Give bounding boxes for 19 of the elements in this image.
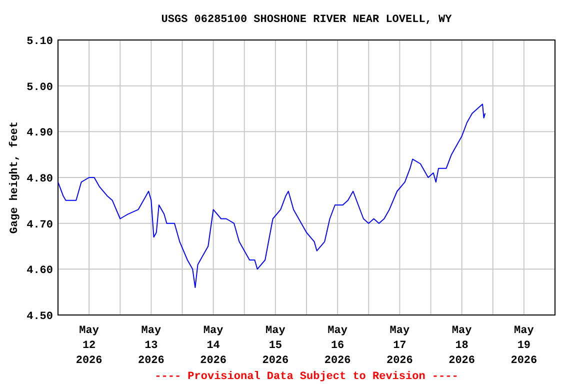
x-tick-label: May 17 2026: [386, 325, 413, 367]
y-tick-label: 4.50: [26, 311, 53, 323]
x-tick-label: May 14 2026: [200, 325, 227, 367]
x-tick-label: May 13 2026: [138, 325, 164, 367]
x-tick-label: May 12 2026: [76, 325, 102, 367]
x-tick-label: May 16 2026: [324, 325, 351, 367]
y-tick-label: 4.70: [26, 219, 53, 232]
x-tick-label: May 19 2026: [510, 325, 538, 367]
y-tick-label: 5.10: [26, 36, 53, 48]
x-tick-label: May 15 2026: [262, 325, 289, 367]
y-tick-label: 4.90: [26, 128, 53, 140]
y-tick-label: 5.00: [26, 82, 53, 94]
y-tick-label: 4.60: [26, 265, 53, 278]
y-tick-label: 4.80: [26, 174, 53, 186]
chart-title: USGS 06285100 SHOSHONE RIVER NEAR LOVELL, WY: [161, 14, 452, 26]
x-tick-label: May 18 2026: [448, 325, 476, 367]
y-axis-title: Gage height, feet: [8, 121, 21, 234]
text: ---- Provisional Data Subject to Revision ----: [154, 371, 458, 383]
line-series: [58, 104, 486, 288]
